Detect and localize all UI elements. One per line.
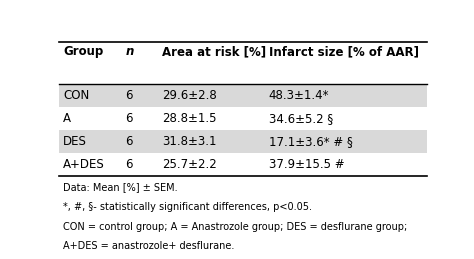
Text: 6: 6 <box>125 112 133 125</box>
FancyBboxPatch shape <box>59 84 427 107</box>
Text: 6: 6 <box>125 158 133 171</box>
Text: n: n <box>125 45 134 58</box>
Text: 28.8±1.5: 28.8±1.5 <box>162 112 217 125</box>
FancyBboxPatch shape <box>59 130 427 153</box>
Text: 37.9±15.5 #: 37.9±15.5 # <box>269 158 344 171</box>
Text: CON: CON <box>63 89 89 102</box>
Text: 6: 6 <box>125 135 133 148</box>
Text: Data: Mean [%] ± SEM.: Data: Mean [%] ± SEM. <box>63 182 178 192</box>
Text: Infarct size [% of AAR]: Infarct size [% of AAR] <box>269 45 419 58</box>
Text: CON = control group; A = Anastrozole group; DES = desflurane group;: CON = control group; A = Anastrozole gro… <box>63 221 407 232</box>
Text: A+DES: A+DES <box>63 158 105 171</box>
Text: 29.6±2.8: 29.6±2.8 <box>162 89 217 102</box>
Text: A+DES = anastrozole+ desflurane.: A+DES = anastrozole+ desflurane. <box>63 241 234 251</box>
Text: Group: Group <box>63 45 103 58</box>
FancyBboxPatch shape <box>59 153 427 176</box>
Text: 48.3±1.4*: 48.3±1.4* <box>269 89 329 102</box>
Text: 25.7±2.2: 25.7±2.2 <box>162 158 217 171</box>
Text: *, #, §- statistically significant differences, p<0.05.: *, #, §- statistically significant diffe… <box>63 202 312 212</box>
Text: 17.1±3.6* # §: 17.1±3.6* # § <box>269 135 352 148</box>
FancyBboxPatch shape <box>59 107 427 130</box>
Text: 6: 6 <box>125 89 133 102</box>
Text: 34.6±5.2 §: 34.6±5.2 § <box>269 112 333 125</box>
Text: Area at risk [%]: Area at risk [%] <box>162 45 266 58</box>
Text: A: A <box>63 112 71 125</box>
Text: 31.8±3.1: 31.8±3.1 <box>162 135 217 148</box>
Text: DES: DES <box>63 135 87 148</box>
